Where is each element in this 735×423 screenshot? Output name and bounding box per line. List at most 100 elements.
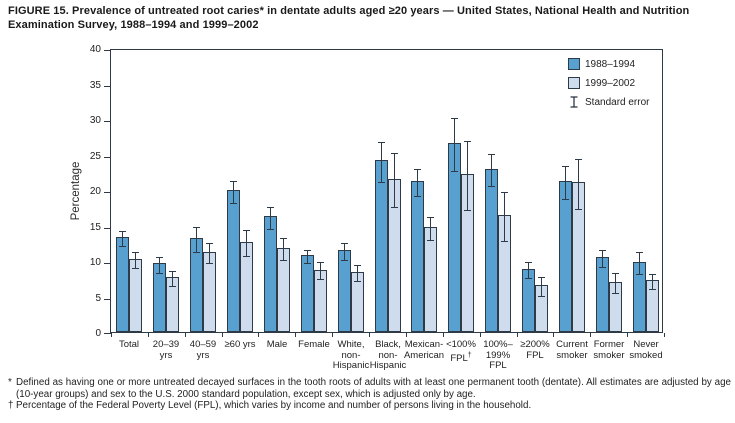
x-axis-category-label: Never smoked — [629, 339, 663, 361]
x-axis-tick — [369, 333, 370, 337]
error-bar-cap — [649, 274, 656, 275]
error-bar-cap — [451, 171, 458, 172]
y-axis-tick-label: 0 — [95, 328, 101, 339]
x-axis-category-label: ≥200% FPL — [520, 339, 550, 361]
error-bar-cap — [636, 274, 643, 275]
footnote-marker: † — [8, 400, 14, 412]
y-axis-tick-label: 35 — [89, 80, 101, 91]
error-bar-cap — [575, 209, 582, 210]
error-bar-cap — [636, 252, 643, 253]
error-bar-line — [381, 142, 382, 183]
error-bar-cap — [169, 271, 176, 272]
error-bar — [132, 252, 139, 269]
x-axis-tick — [148, 333, 149, 337]
error-bar-cap — [427, 217, 434, 218]
legend-item: 1988–1994 — [568, 57, 649, 71]
error-bar — [391, 153, 398, 208]
x-axis-tick — [406, 333, 407, 337]
error-bar — [501, 192, 508, 242]
y-axis-tick — [104, 192, 111, 193]
error-bar-cap — [230, 181, 237, 182]
error-bar-cap — [119, 246, 126, 247]
error-bar-cap — [464, 210, 471, 211]
error-bar-line — [639, 252, 640, 275]
x-axis-category-label: Total — [118, 339, 140, 350]
error-bar-line — [541, 277, 542, 297]
error-bar-cap — [317, 279, 324, 280]
bar-1988-1994 — [301, 255, 314, 332]
error-bar — [317, 262, 324, 280]
error-bar-line — [159, 257, 160, 274]
plot-area: 0 5 10 15 20 25 30 35 40 Total 20–39 yrs 40–59 yrs ≥60… — [90, 45, 665, 371]
error-bar-line — [196, 227, 197, 253]
error-bar — [575, 159, 582, 210]
error-bar-cap — [341, 260, 348, 261]
error-bar — [488, 154, 495, 187]
error-bar-line — [430, 217, 431, 241]
error-bar-line — [283, 238, 284, 261]
error-bar-cap — [391, 153, 398, 154]
error-bar-line — [172, 271, 173, 287]
footnote-definition: * Defined as having one or more untreated… — [8, 377, 731, 400]
error-bar — [451, 118, 458, 172]
error-bar-cap — [132, 268, 139, 269]
error-bar — [354, 265, 361, 282]
error-bar-cap — [525, 262, 532, 263]
error-bar-cap — [451, 118, 458, 119]
error-bar-cap — [206, 243, 213, 244]
error-bar-line — [652, 274, 653, 290]
error-bar-cap — [267, 229, 274, 230]
error-bar — [562, 166, 569, 200]
error-bar-cap — [649, 289, 656, 290]
error-bar — [378, 142, 385, 183]
bar-1988-1994 — [338, 250, 351, 332]
error-bar-line — [454, 118, 455, 172]
error-bar-cap — [304, 263, 311, 264]
error-bar-cap — [193, 252, 200, 253]
x-axis-tick — [664, 333, 665, 337]
error-bar — [464, 141, 471, 211]
legend-label: 1988–1994 — [585, 58, 636, 70]
error-bar-cap — [538, 277, 545, 278]
x-axis-tick — [332, 333, 333, 337]
error-bar-line — [565, 166, 566, 200]
error-bar-cap — [464, 141, 471, 142]
error-bar-cap — [378, 182, 385, 183]
x-axis-category-label: Mexican- American — [403, 339, 445, 361]
y-axis-tick-label: 15 — [89, 222, 101, 233]
x-axis-tick — [480, 333, 481, 337]
x-axis-tick — [553, 333, 554, 337]
error-bar-cap — [414, 169, 421, 170]
error-bar-cap — [156, 273, 163, 274]
legend-swatch-1988–1994 — [568, 58, 580, 70]
error-bar — [636, 252, 643, 275]
x-axis-category-label: White, non- Hispanic — [332, 339, 370, 371]
error-bar-cap — [267, 207, 274, 208]
error-bar-cap — [488, 154, 495, 155]
y-axis-tick — [104, 333, 111, 334]
error-bar-line — [417, 169, 418, 197]
error-bar-cap — [612, 273, 619, 274]
error-bar-cap — [562, 166, 569, 167]
error-bar-cap — [156, 257, 163, 258]
x-axis-category-label: Former smoker — [593, 339, 625, 361]
x-axis-tick — [443, 333, 444, 337]
error-bar-line — [135, 252, 136, 269]
error-bar-cap — [391, 207, 398, 208]
error-bar-cap — [538, 296, 545, 297]
footnotes: * Defined as having one or more untreated… — [8, 377, 731, 412]
error-bar-cap — [304, 250, 311, 251]
bar-1988-1994 — [227, 190, 240, 332]
bar-1988-1994 — [116, 237, 129, 332]
error-bar-line — [357, 265, 358, 282]
error-bar-line — [467, 141, 468, 211]
error-bar-cap — [562, 199, 569, 200]
error-bar-cap — [230, 203, 237, 204]
y-axis-tick-label: 40 — [89, 44, 101, 55]
x-axis-category-label: Current smoker — [556, 339, 588, 361]
error-bar — [119, 231, 126, 247]
error-bar-cap — [206, 263, 213, 264]
error-bar-cap — [341, 243, 348, 244]
error-bar-cap — [280, 238, 287, 239]
